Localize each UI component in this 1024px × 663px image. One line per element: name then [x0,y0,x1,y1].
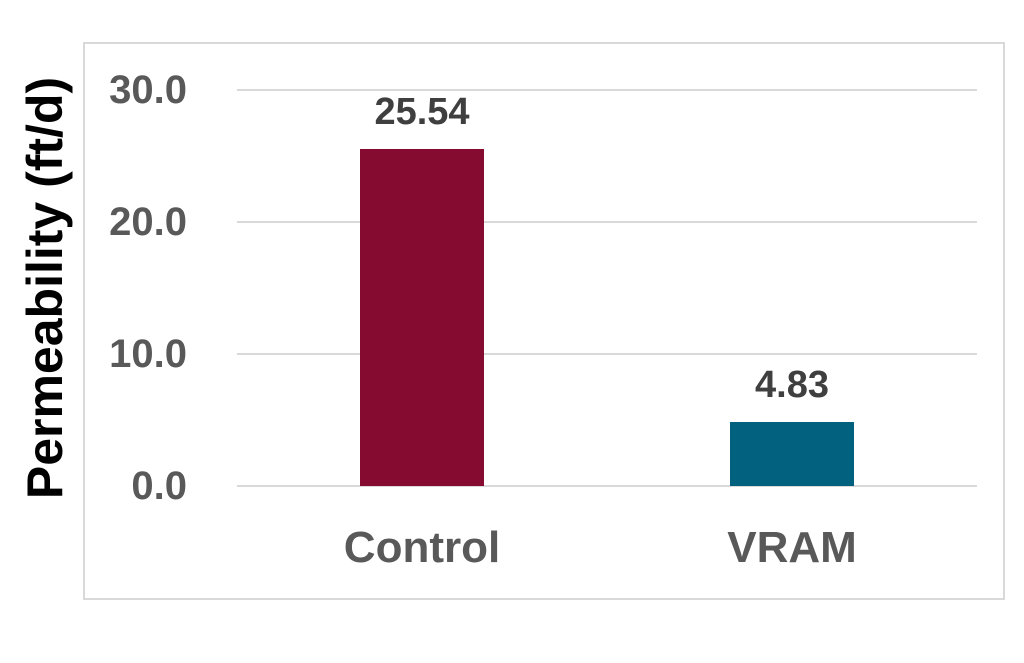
y-tick-label-20-0: 20.0 [109,200,187,244]
category-label-control: Control [343,523,501,572]
bar-control [360,148,484,486]
value-label-vram: 4.83 [755,364,829,407]
bar-vram [730,422,854,486]
y-axis-title: Permeability (ft/d) [17,76,73,500]
category-label-vram: VRAM [727,523,857,572]
gridline-10-0 [237,353,977,355]
value-label-control: 25.54 [374,90,470,133]
y-tick-label-30-0: 30.0 [109,68,187,112]
gridline-0-0 [237,485,977,487]
plot-area: 30.0 20.0 10.0 0.0 25.54 Control 4.83 VRAM [109,68,977,572]
y-tick-label-10-0: 10.0 [109,332,187,376]
chart-border-box: 30.0 20.0 10.0 0.0 25.54 Control 4.83 VRAM [83,42,1005,600]
gridline-20-0 [237,221,977,223]
gridline-30-0 [237,89,977,91]
y-tick-label-0-0: 0.0 [131,464,187,508]
